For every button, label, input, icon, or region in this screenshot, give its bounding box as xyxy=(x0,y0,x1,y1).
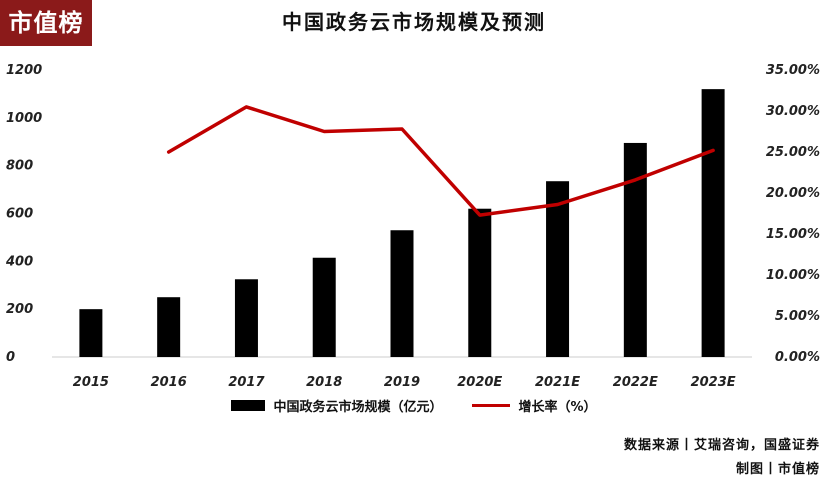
right-tick-label: 25.00% xyxy=(766,145,820,160)
brand-logo: 市值榜 xyxy=(0,0,92,46)
bar-2022E xyxy=(623,142,647,357)
right-tick-label: 20.00% xyxy=(766,186,820,201)
right-tick-label: 35.00% xyxy=(766,63,820,78)
bar-2021E xyxy=(546,181,570,357)
right-tick-label: 0.00% xyxy=(775,350,820,365)
legend-label-market-size: 中国政务云市场规模（亿元） xyxy=(273,400,443,415)
left-tick-label: 200 xyxy=(6,302,33,317)
right-axis-ticks: 0.00% 5.00% 10.00% 15.00% 20.00% 25.00% 30.00%… xyxy=(766,63,820,365)
x-tick-label: 2020E xyxy=(457,375,502,390)
bar-2015 xyxy=(79,309,103,357)
x-tick-label: 2023E xyxy=(691,375,736,390)
bar-series xyxy=(79,89,725,357)
left-axis-ticks: 0 200 400 600 800 1000 1200 xyxy=(5,63,42,365)
bar-2023E xyxy=(701,89,725,357)
bar-2018 xyxy=(312,257,336,357)
right-tick-label: 15.00% xyxy=(766,227,820,242)
x-tick-label: 2016 xyxy=(151,375,187,390)
x-tick-label: 2017 xyxy=(228,375,265,390)
bar-2019 xyxy=(390,230,414,357)
left-tick-label: 1000 xyxy=(6,111,42,126)
legend: 中国政务云市场规模（亿元） 增长率（%） xyxy=(0,396,828,415)
chart-title: 中国政务云市场规模及预测 xyxy=(282,10,546,34)
bar-2017 xyxy=(234,279,258,357)
left-tick-label: 0 xyxy=(6,350,15,365)
growth-rate-line xyxy=(166,105,715,217)
legend-item-growth-rate: 增长率（%） xyxy=(472,396,597,415)
x-tick-label: 2021E xyxy=(535,375,580,390)
right-tick-label: 10.00% xyxy=(766,268,820,283)
left-tick-label: 800 xyxy=(6,159,33,174)
right-tick-label: 5.00% xyxy=(775,309,820,324)
x-tick-label: 2022E xyxy=(613,375,658,390)
bar-2020E xyxy=(468,208,492,357)
right-tick-label: 30.00% xyxy=(766,104,820,119)
legend-swatch-line xyxy=(472,404,511,407)
legend-item-market-size: 中国政务云市场规模（亿元） xyxy=(231,396,442,415)
bar-2016 xyxy=(157,297,181,357)
chart-credit: 制图丨市值榜 xyxy=(735,462,820,477)
left-tick-label: 1200 xyxy=(6,63,42,78)
legend-swatch-bar xyxy=(231,400,266,411)
left-tick-label: 400 xyxy=(5,254,33,269)
left-tick-label: 600 xyxy=(6,207,33,222)
x-axis-ticks: 2015 2016 2017 2018 2019 2020E 2021E 2022E 2023E xyxy=(73,375,736,390)
x-tick-label: 2018 xyxy=(306,375,342,390)
legend-label-growth-rate: 增长率（%） xyxy=(518,400,597,415)
data-source: 数据来源丨艾瑞咨询，国盛证券 xyxy=(623,438,820,453)
x-tick-label: 2015 xyxy=(73,375,109,390)
x-tick-label: 2019 xyxy=(384,375,420,390)
